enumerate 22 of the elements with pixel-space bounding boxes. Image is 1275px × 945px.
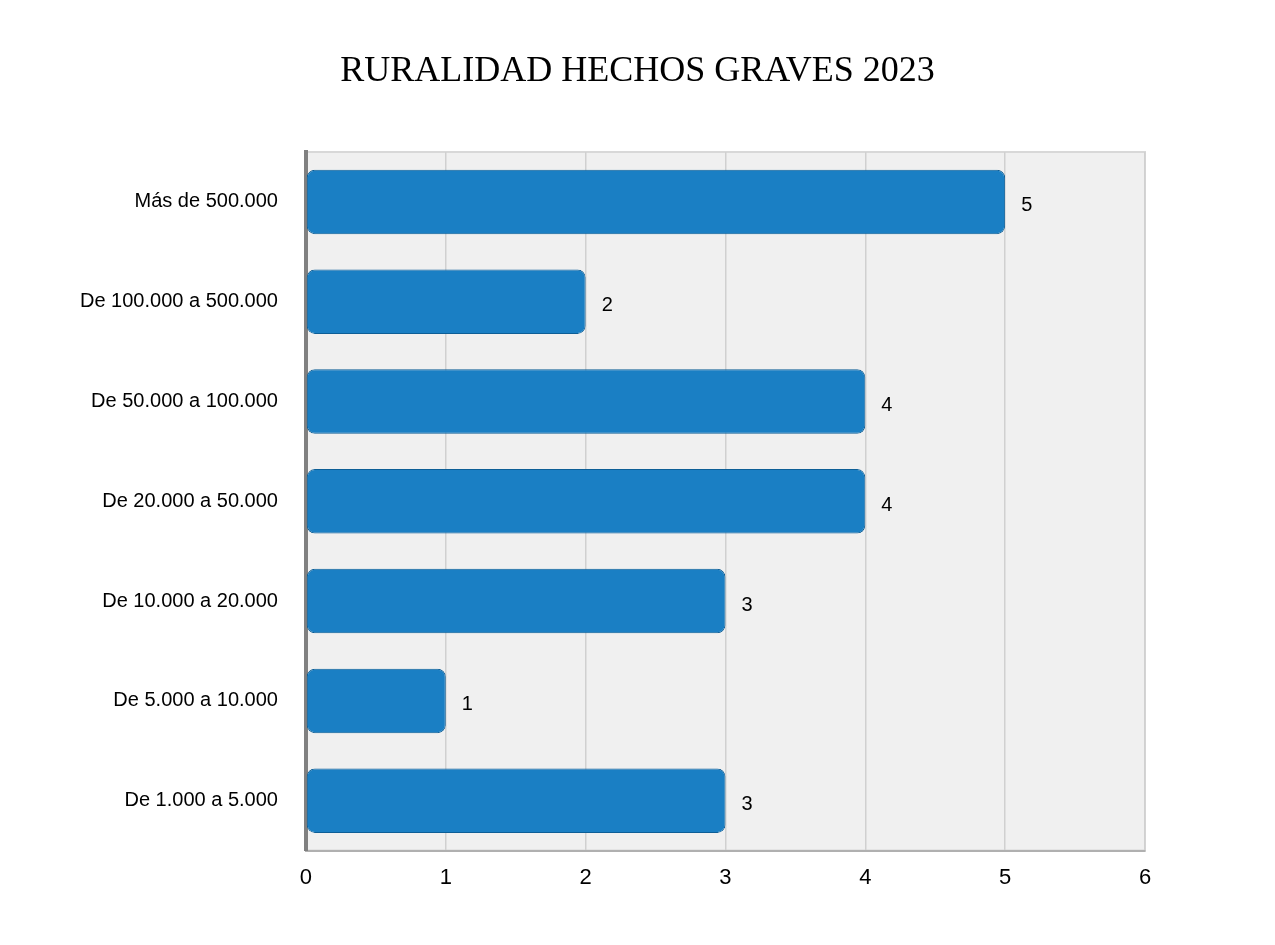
data-label: 5 [1021, 193, 1033, 216]
x-tick-label: 3 [719, 863, 732, 889]
x-tick-label: 1 [439, 863, 452, 889]
data-label: 4 [881, 393, 893, 416]
y-tick-label: De 20.000 a 50.000 [102, 488, 278, 511]
data-label: 3 [741, 792, 753, 815]
y-tick-label: De 50.000 a 100.000 [91, 389, 278, 412]
data-label: 1 [461, 692, 473, 715]
y-tick-label: De 1.000 a 5.000 [124, 788, 278, 811]
data-label: 3 [741, 592, 753, 615]
x-tick-label: 5 [999, 863, 1012, 889]
data-label: 2 [601, 293, 613, 316]
y-tick-label: De 10.000 a 20.000 [102, 588, 278, 611]
x-tick-label: 4 [859, 863, 872, 889]
chart-title: RURALIDAD HECHOS GRAVES 2023 [339, 48, 936, 90]
data-label: 4 [881, 492, 893, 515]
y-tick-label: De 100.000 a 500.000 [80, 289, 278, 312]
x-tick-label: 2 [579, 863, 592, 889]
x-tick-label: 0 [299, 863, 313, 889]
y-tick-label: Más de 500.000 [134, 189, 278, 212]
y-tick-label: De 5.000 a 10.000 [113, 688, 278, 711]
x-tick-label: 6 [1138, 863, 1152, 889]
